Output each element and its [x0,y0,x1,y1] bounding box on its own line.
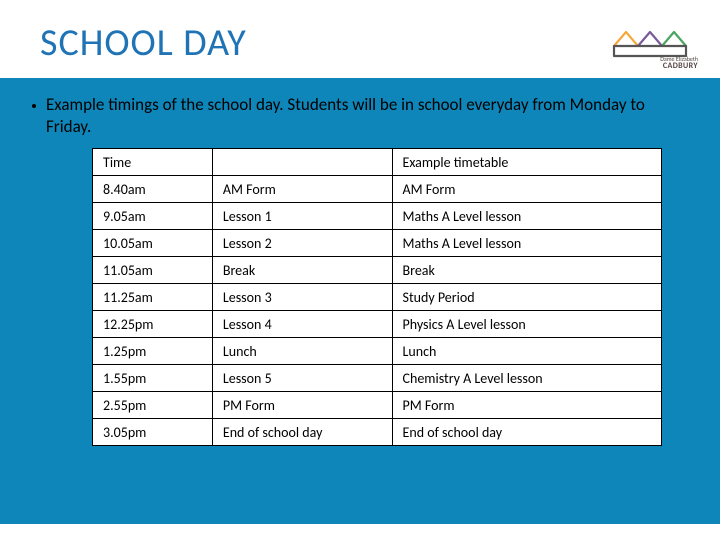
cell-example: AM Form [392,176,661,203]
cell-slot: Break [212,257,392,284]
header-slot [212,149,392,176]
cell-slot: Lesson 1 [212,203,392,230]
cell-time: 9.05am [93,203,213,230]
cell-example: Maths A Level lesson [392,203,661,230]
bullet-dot-icon [32,104,36,108]
cell-example: Physics A Level lesson [392,311,661,338]
cell-slot: AM Form [212,176,392,203]
table-header-row: Time Example timetable [93,149,662,176]
page-title: SCHOOL DAY [40,20,680,66]
cell-slot: End of school day [212,419,392,446]
cell-slot: Lesson 2 [212,230,392,257]
table-row: 12.25pmLesson 4Physics A Level lesson [93,311,662,338]
table-row: 11.05amBreakBreak [93,257,662,284]
cell-time: 1.55pm [93,365,213,392]
cell-time: 10.05am [93,230,213,257]
logo-line2: CADBURY [663,61,698,71]
cell-example: Chemistry A Level lesson [392,365,661,392]
table-row: 1.25pmLunchLunch [93,338,662,365]
header: SCHOOL DAY Dame Elizabeth CADBURY [0,0,720,78]
cell-time: 12.25pm [93,311,213,338]
cell-example: Study Period [392,284,661,311]
cell-time: 11.05am [93,257,213,284]
content-area: Example timings of the school day. Stude… [0,78,720,524]
table-row: 8.40amAM FormAM Form [93,176,662,203]
intro-bullet: Example timings of the school day. Stude… [32,94,688,138]
cell-example: Break [392,257,661,284]
cell-slot: Lesson 3 [212,284,392,311]
table-row: 11.25amLesson 3Study Period [93,284,662,311]
cell-example: End of school day [392,419,661,446]
cell-example: Maths A Level lesson [392,230,661,257]
cell-time: 11.25am [93,284,213,311]
cell-slot: Lesson 5 [212,365,392,392]
timetable: Time Example timetable 8.40amAM FormAM F… [92,148,662,446]
table-body: 8.40amAM FormAM Form 9.05amLesson 1Maths… [93,176,662,446]
cell-time: 3.05pm [93,419,213,446]
table-row: 1.55pmLesson 5Chemistry A Level lesson [93,365,662,392]
table-row: 10.05amLesson 2Maths A Level lesson [93,230,662,257]
header-time: Time [93,149,213,176]
school-logo: Dame Elizabeth CADBURY [608,14,698,70]
table-row: 9.05amLesson 1Maths A Level lesson [93,203,662,230]
cell-time: 1.25pm [93,338,213,365]
cell-example: PM Form [392,392,661,419]
cell-slot: Lesson 4 [212,311,392,338]
table-row: 2.55pmPM FormPM Form [93,392,662,419]
cell-example: Lunch [392,338,661,365]
cell-slot: Lunch [212,338,392,365]
logo-text: Dame Elizabeth CADBURY [660,56,698,70]
cell-time: 8.40am [93,176,213,203]
table-row: 3.05pmEnd of school dayEnd of school day [93,419,662,446]
cell-time: 2.55pm [93,392,213,419]
cell-slot: PM Form [212,392,392,419]
intro-text: Example timings of the school day. Stude… [46,94,688,138]
header-example: Example timetable [392,149,661,176]
